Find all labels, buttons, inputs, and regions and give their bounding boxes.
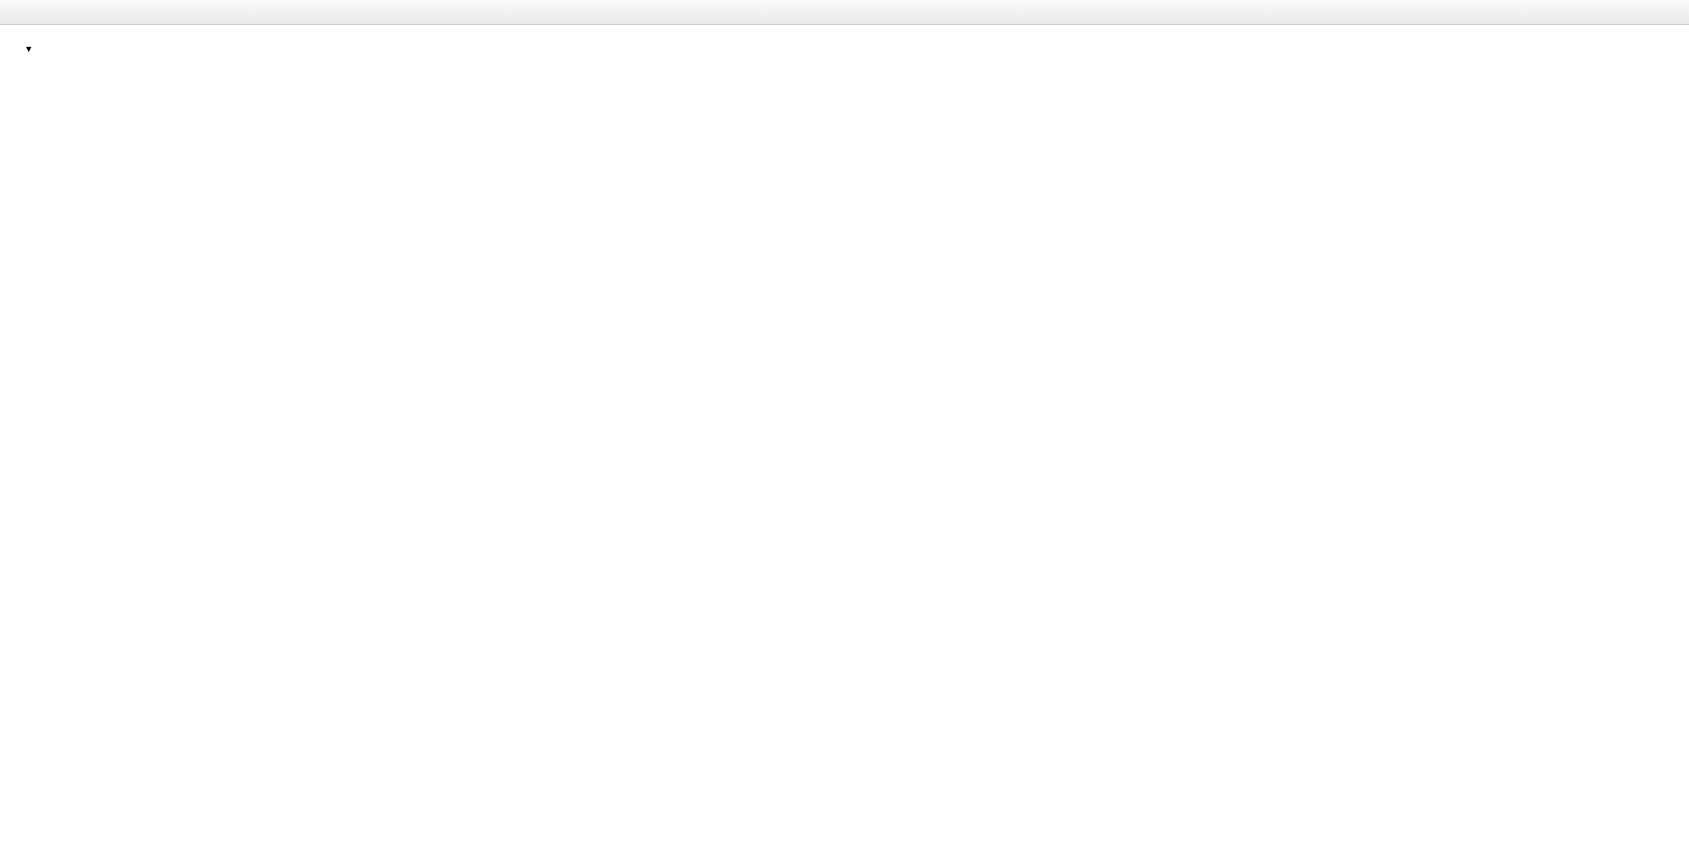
symbol-dropdown-icon[interactable]: ▼ [24, 44, 36, 54]
toolbar [0, 0, 1689, 25]
chart-title-row: ▼ [12, 31, 36, 67]
chart-canvas[interactable] [0, 25, 1689, 864]
